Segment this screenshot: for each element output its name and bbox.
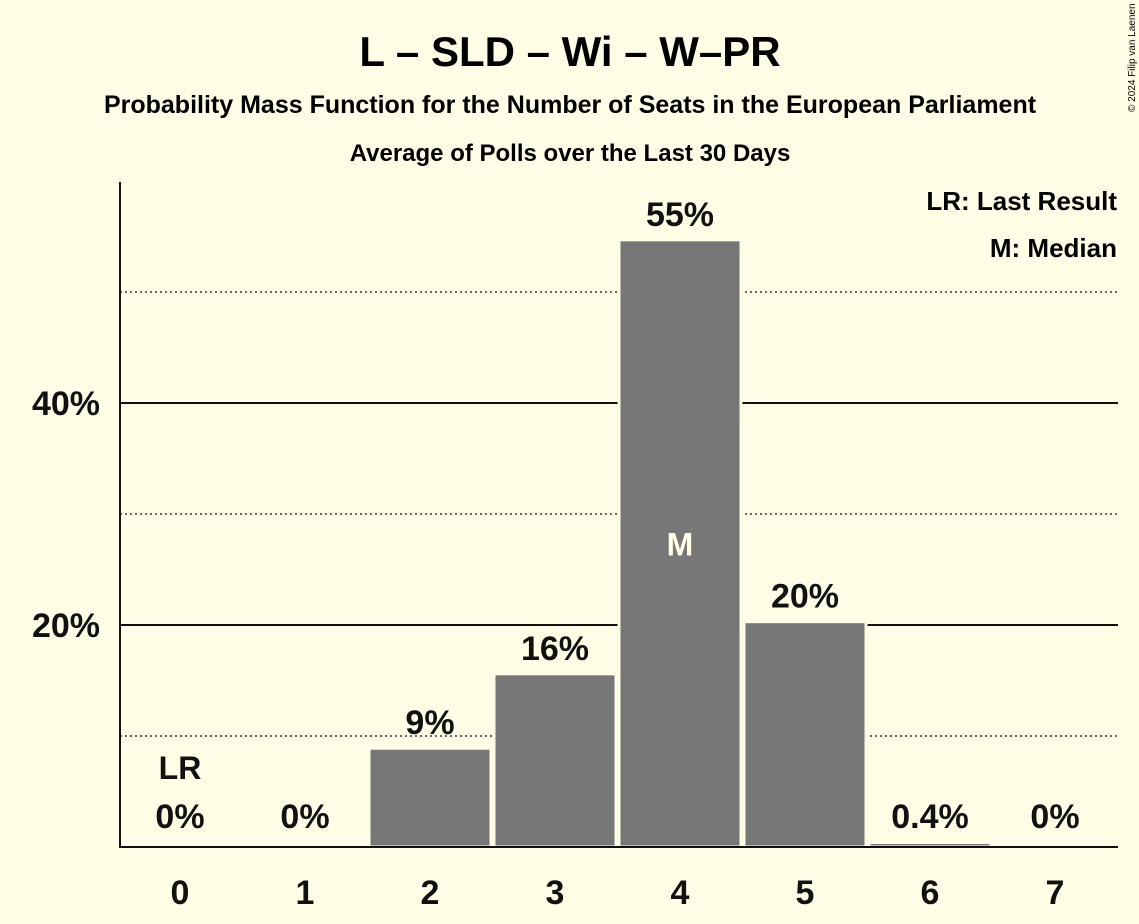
median-marker: M (667, 526, 694, 562)
data-label: 16% (521, 630, 589, 668)
bar (617, 238, 743, 849)
y-tick-label: 40% (32, 385, 100, 423)
copyright-notice: © 2024 Filip van Laenen (1127, 3, 1138, 112)
chart-subtitle-period: Average of Polls over the Last 30 Days (350, 140, 791, 167)
x-tick-label: 2 (421, 874, 440, 912)
last-result-marker: LR (159, 750, 202, 786)
x-tick-label: 5 (796, 874, 815, 912)
x-tick-label: 3 (546, 874, 565, 912)
x-tick-label: 4 (671, 874, 690, 912)
bar (492, 672, 618, 849)
legend-median: M: Median (990, 233, 1117, 263)
data-labels: 0% LR 0% 9% 16% 55% M 20% 0.4% 0% (155, 196, 1079, 836)
data-label: 0% (155, 798, 204, 836)
axes: 20% 40% 0 1 2 3 4 5 6 7 (32, 182, 1118, 912)
bar (742, 620, 868, 849)
data-label: 0.4% (891, 798, 969, 836)
legend-last-result: LR: Last Result (926, 186, 1117, 216)
x-tick-label: 0 (171, 874, 190, 912)
x-tick-label: 7 (1046, 874, 1065, 912)
data-label: 20% (771, 578, 839, 616)
data-label: 0% (1030, 798, 1079, 836)
x-tick-label: 1 (296, 874, 315, 912)
data-label: 0% (280, 798, 329, 836)
bar (367, 746, 493, 849)
data-label: 9% (405, 704, 454, 742)
x-tick-label: 6 (921, 874, 940, 912)
y-tick-label: 20% (32, 607, 100, 645)
data-label: 55% (646, 196, 714, 234)
chart-subtitle: Probability Mass Function for the Number… (104, 91, 1037, 119)
chart-title: L – SLD – Wi – W–PR (359, 28, 780, 75)
